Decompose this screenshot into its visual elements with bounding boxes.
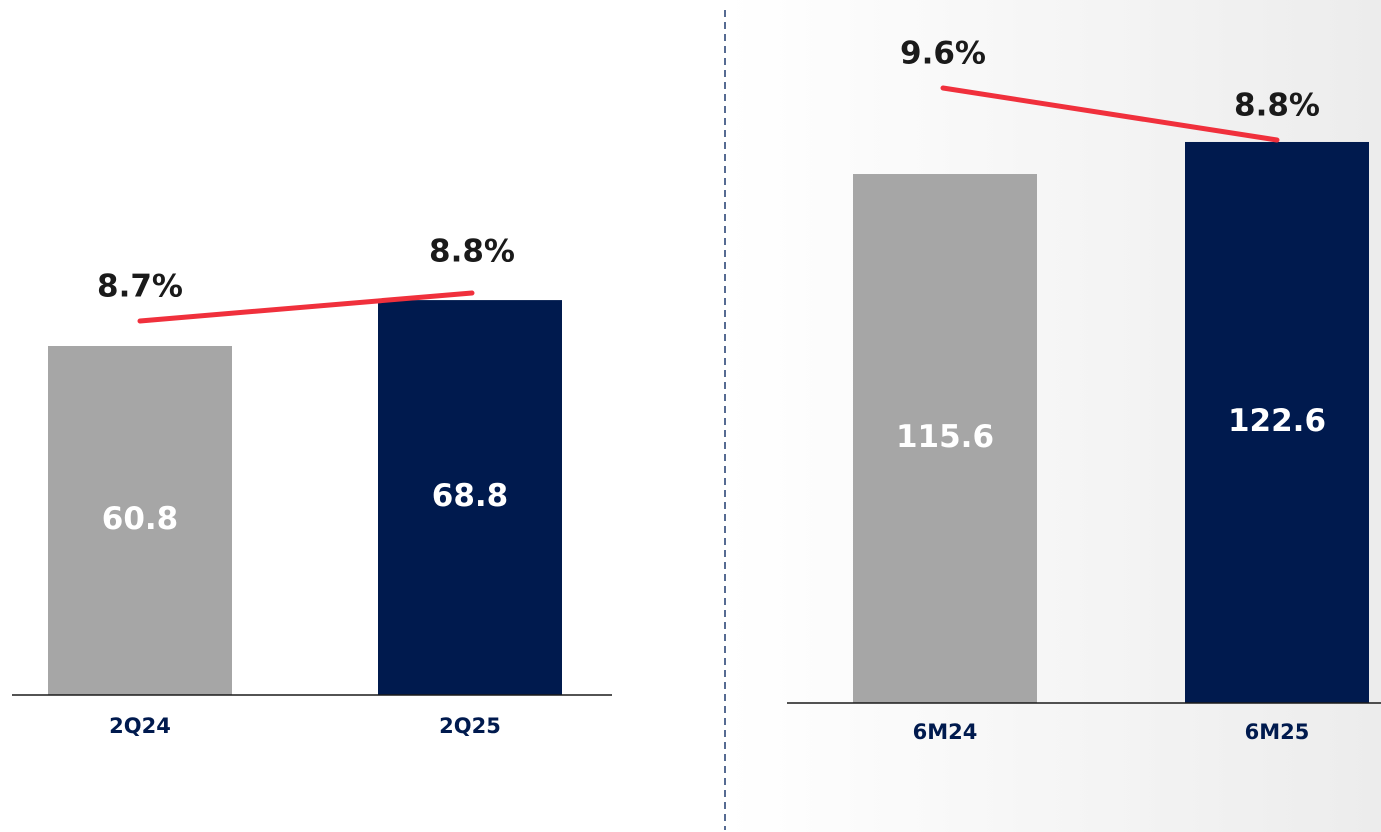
margin-label: 9.6% (900, 36, 986, 72)
bar (48, 346, 232, 695)
x-tick-label: 6M25 (1245, 720, 1310, 744)
margin-line (137, 290, 475, 324)
x-tick-label: 6M24 (913, 720, 978, 744)
bar-value-label: 122.6 (1228, 403, 1326, 439)
bar (1185, 141, 1369, 703)
bar-value-label: 68.8 (432, 478, 509, 514)
margin-label: 8.8% (429, 234, 515, 270)
bar (378, 300, 562, 695)
margin-label: 8.7% (97, 269, 183, 305)
bar-value-label: 115.6 (896, 419, 994, 455)
margin-label: 8.8% (1234, 88, 1320, 124)
bar (853, 174, 1037, 703)
bar-value-label: 60.8 (102, 501, 179, 537)
x-tick-label: 2Q25 (439, 714, 501, 738)
x-tick-label: 2Q24 (109, 714, 171, 738)
margin-line (940, 85, 1280, 143)
